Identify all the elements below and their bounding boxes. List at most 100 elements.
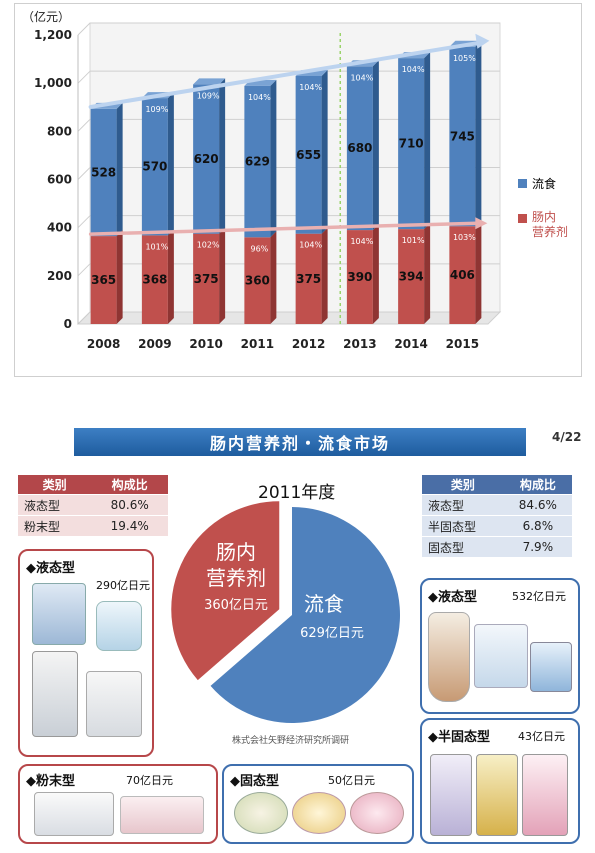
gridline-side [77, 118, 91, 132]
table-header-category: 类别 [18, 475, 92, 495]
card-amount: 43亿日元 [518, 730, 565, 743]
product-box-image [34, 792, 114, 836]
bar-side-enteral [219, 227, 226, 324]
legend-swatch [518, 214, 527, 223]
product-can-image [96, 601, 142, 651]
bar-value-label: 360 [245, 274, 270, 288]
y-tick-label: 0 [64, 317, 72, 331]
bar-side-liquid [321, 69, 328, 234]
trend-arrow-enteral [88, 221, 480, 236]
table-cell-ratio: 6.8% [503, 515, 572, 537]
table-row: 半固态型 6.8% [422, 515, 572, 537]
card-title: ◆液态型 [428, 590, 477, 605]
bar-side-liquid [167, 92, 174, 236]
table-cell-category: 半固态型 [422, 515, 504, 537]
bar-top-liquid [193, 78, 226, 85]
x-tick-label: 2012 [292, 337, 325, 351]
table-cell-category: 液态型 [422, 494, 504, 516]
legend-label: 流食 [532, 177, 557, 191]
bar-side-enteral [167, 229, 174, 324]
bar-segment-enteral [295, 233, 322, 324]
pie-label-liquid-food: 流食 [304, 592, 344, 616]
table-cell-category: 粉末型 [18, 515, 92, 536]
growth-rate-label: 109% [197, 91, 220, 100]
product-cup-image [350, 792, 404, 834]
bar-segment-liquid [398, 58, 425, 230]
growth-rate-label: 105% [453, 54, 476, 63]
bar-side-liquid [270, 79, 277, 238]
card-amount: 50亿日元 [328, 774, 375, 787]
bar-value-label: 394 [399, 270, 424, 284]
pie-value-enteral-nutrition: 360亿日元 [204, 598, 268, 613]
pie-label-enteral-nutrition: 肠内 [216, 540, 256, 564]
card-powder: ◆粉末型 70亿日元 [18, 764, 218, 844]
x-tick-label: 2011 [241, 337, 274, 351]
bar-segment-enteral [90, 236, 117, 324]
growth-rate-label: 104% [350, 237, 373, 246]
stacked-bar-chart: 0 200 400 600 800 1,000 1,200 365 528 2008 368 570 1… [34, 22, 502, 351]
gridline-side [77, 22, 91, 36]
card-liquid-left: ◆液态型 290亿日元 [18, 549, 154, 757]
bar-segment-liquid [449, 46, 476, 227]
bar-value-label: 390 [347, 270, 372, 284]
bar-side-enteral [270, 231, 277, 324]
growth-rate-label: 104% [248, 93, 271, 102]
card-title: ◆粉末型 [26, 774, 75, 789]
y-tick-label: 400 [47, 221, 72, 235]
gridline-side [77, 263, 91, 277]
product-cup-image [292, 792, 346, 834]
table-row: 液态型 84.6% [422, 494, 572, 516]
pie-label-enteral-nutrition: 营养剂 [206, 566, 266, 590]
card-liquid-right: ◆液态型 532亿日元 [420, 578, 580, 714]
product-bag-image [428, 612, 470, 702]
x-tick-label: 2009 [138, 337, 171, 351]
bar-value-label: 375 [194, 272, 219, 286]
bar-side-enteral [475, 220, 482, 324]
bar-side-liquid [424, 52, 431, 230]
bar-value-label: 745 [450, 130, 475, 144]
legend-label-line: 肠内 [532, 210, 557, 224]
legend-label-line: 营养剂 [532, 225, 569, 239]
page-number: 4/22 [552, 430, 582, 444]
growth-rate-label: 104% [299, 83, 322, 92]
bar-segment-enteral [346, 230, 373, 324]
table-cell-ratio: 7.9% [503, 536, 572, 557]
plot-floor [76, 311, 502, 325]
product-jelly-pack-image [430, 754, 472, 836]
y-tick-label: 200 [47, 269, 72, 283]
table-row: 粉末型 19.4% [18, 515, 168, 536]
bar-segment-liquid [295, 75, 322, 234]
growth-rate-label: 104% [350, 73, 373, 82]
pie-chart: 流食 629亿日元 肠内营养剂 360亿日元 [171, 501, 400, 723]
x-tick-label: 2013 [343, 337, 376, 351]
table-row: 固态型 7.9% [422, 536, 572, 557]
card-amount: 70亿日元 [126, 774, 173, 787]
bar-value-label: 629 [245, 155, 270, 169]
bar-segment-enteral [398, 229, 425, 324]
bar-side-enteral [321, 227, 328, 324]
y-axis-unit-label: （亿元） [22, 10, 71, 24]
card-semi-solid: ◆半固态型 43亿日元 [420, 718, 580, 844]
y-tick-label: 600 [47, 173, 72, 187]
y-tick-label: 1,200 [34, 28, 72, 42]
bar-segment-liquid [346, 66, 373, 231]
gridline-side [77, 70, 91, 84]
bar-value-label: 368 [142, 273, 167, 287]
bar-side-enteral [116, 230, 123, 324]
legend-label: 肠内 营养剂 [532, 210, 568, 240]
bar-segment-enteral [449, 226, 476, 324]
bar-side-liquid [475, 40, 482, 227]
table-cell-ratio: 19.4% [91, 515, 168, 536]
bar-segment-liquid [193, 84, 220, 234]
bar-value-label: 620 [194, 152, 219, 166]
product-pouch-image [474, 624, 528, 688]
growth-rate-label: 96% [250, 244, 268, 253]
x-tick-label: 2010 [189, 337, 222, 351]
table-cell-category: 液态型 [18, 494, 92, 516]
card-title: ◆半固态型 [428, 730, 490, 745]
pie-value-liquid-food: 629亿日元 [300, 626, 364, 641]
gridline-side [77, 167, 91, 180]
product-pouch-image [32, 651, 78, 737]
trend-arrowhead-enteral [475, 217, 488, 230]
card-amount: 532亿日元 [512, 590, 566, 603]
